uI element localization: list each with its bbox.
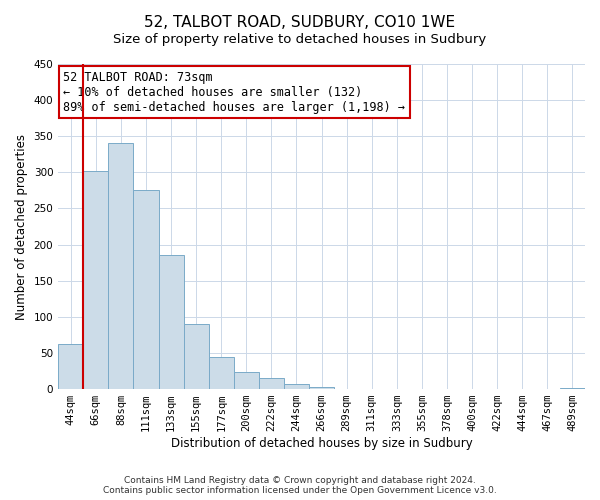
Bar [58, 344, 83, 389]
Bar [109, 144, 133, 389]
Bar [259, 378, 284, 389]
Bar [209, 356, 234, 389]
Text: Size of property relative to detached houses in Sudbury: Size of property relative to detached ho… [113, 32, 487, 46]
Bar [83, 171, 109, 389]
Y-axis label: Number of detached properties: Number of detached properties [15, 134, 28, 320]
Text: 52 TALBOT ROAD: 73sqm
← 10% of detached houses are smaller (132)
89% of semi-det: 52 TALBOT ROAD: 73sqm ← 10% of detached … [64, 70, 406, 114]
Bar [234, 372, 259, 389]
Bar [309, 387, 334, 389]
Bar [560, 388, 585, 389]
Bar [184, 324, 209, 389]
Bar [158, 256, 184, 389]
Text: Contains HM Land Registry data © Crown copyright and database right 2024.
Contai: Contains HM Land Registry data © Crown c… [103, 476, 497, 495]
Text: 52, TALBOT ROAD, SUDBURY, CO10 1WE: 52, TALBOT ROAD, SUDBURY, CO10 1WE [145, 15, 455, 30]
X-axis label: Distribution of detached houses by size in Sudbury: Distribution of detached houses by size … [171, 437, 472, 450]
Bar [284, 384, 309, 389]
Bar [133, 190, 158, 389]
